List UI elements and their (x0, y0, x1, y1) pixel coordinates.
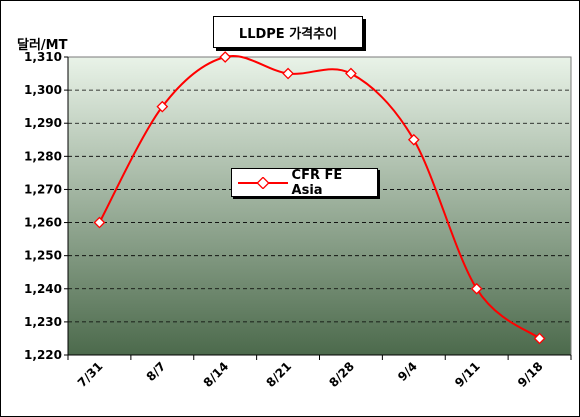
y-tick-label: 1,270 (24, 182, 62, 196)
y-tick-label: 1,220 (24, 348, 62, 362)
x-tick-label: 8/7 (144, 359, 169, 384)
y-tick-label: 1,300 (24, 83, 62, 97)
x-tick-label: 8/14 (201, 359, 232, 390)
data-point-marker (282, 67, 294, 80)
x-tick-label: 8/28 (326, 359, 357, 390)
data-point-marker (345, 67, 357, 80)
y-tick-label: 1,260 (24, 216, 62, 230)
data-point-marker (407, 133, 420, 146)
legend: CFR FE Asia (231, 167, 378, 198)
x-tick-label: 9/18 (515, 359, 546, 390)
y-tick-label: 1,290 (24, 116, 62, 130)
chart-title: LLDPE 가격추이 (213, 16, 363, 48)
y-tick-label: 1,230 (24, 315, 62, 329)
x-tick-label: 9/11 (452, 359, 483, 390)
legend-label: CFR FE Asia (291, 167, 343, 198)
y-axis-unit-label: 달러/MT (17, 38, 68, 53)
legend-line-marker-icon (238, 176, 288, 189)
y-tick-label: 1,250 (24, 249, 62, 263)
y-tick-label: 1,280 (24, 149, 62, 163)
x-tick-label: 7/31 (75, 359, 106, 390)
data-point-marker (156, 100, 169, 113)
x-tick-label: 8/21 (263, 359, 294, 390)
plot-area (67, 56, 572, 356)
data-point-marker (219, 51, 232, 63)
y-tick-label: 1,310 (24, 50, 62, 64)
data-point-marker (533, 332, 546, 345)
data-point-marker (93, 216, 106, 229)
y-tick-label: 1,240 (24, 282, 62, 296)
data-point-marker (470, 282, 483, 295)
x-tick-label: 9/4 (395, 359, 420, 384)
